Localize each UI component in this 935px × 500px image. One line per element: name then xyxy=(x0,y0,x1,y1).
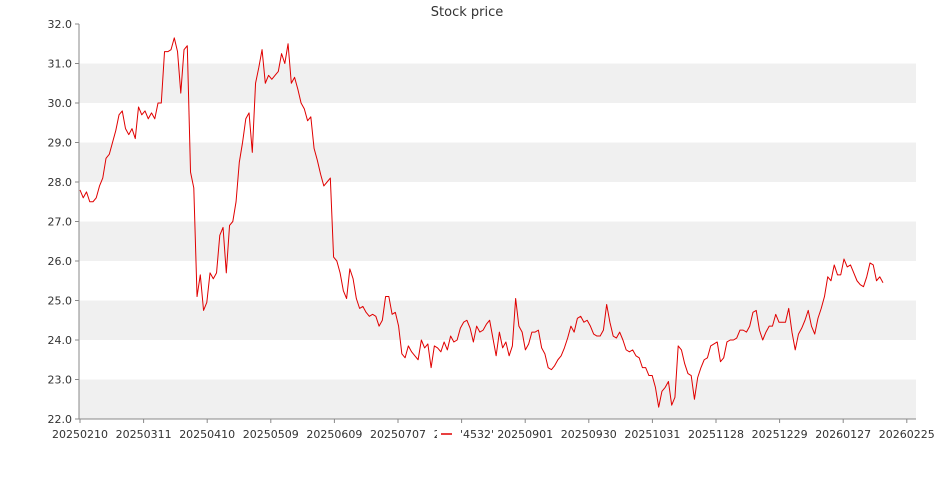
grid-band xyxy=(79,379,916,419)
y-tick-label: 25.0 xyxy=(48,295,73,308)
grid-band xyxy=(79,182,916,222)
legend-label: '4532' xyxy=(460,428,494,441)
y-tick-label: 31.0 xyxy=(48,58,73,71)
grid-band xyxy=(79,63,916,103)
x-tick-label: 20250930 xyxy=(561,428,617,441)
x-tick-label: 20250707 xyxy=(370,428,426,441)
series-line xyxy=(79,37,884,408)
y-tick-label: 23.0 xyxy=(48,374,73,387)
y-tick-label: 22.0 xyxy=(48,413,73,426)
grid-band xyxy=(79,300,916,340)
x-tick-label: 20250410 xyxy=(179,428,235,441)
grid-band xyxy=(79,221,916,261)
x-tick-label: 20250210 xyxy=(52,428,108,441)
legend-background xyxy=(437,426,499,443)
x-tick-label: 20250901 xyxy=(497,428,553,441)
x-tick-label: 20251031 xyxy=(624,428,680,441)
series-group xyxy=(79,37,884,408)
x-tick-label: 20251128 xyxy=(688,428,744,441)
y-tick-label: 27.0 xyxy=(48,216,73,229)
y-axis-ticks: 22.0 23.0 24.0 25.0 26.0 27.0 28.0 29.0 30.0 31.0… xyxy=(48,18,79,426)
y-tick-label: 28.0 xyxy=(48,176,73,189)
x-tick-label: 20250311 xyxy=(116,428,172,441)
y-tick-label: 29.0 xyxy=(48,137,73,150)
x-tick-label: 20250509 xyxy=(243,428,299,441)
y-tick-label: 26.0 xyxy=(48,255,73,268)
x-tick-label: 20260127 xyxy=(815,428,871,441)
grid-band xyxy=(79,261,916,301)
x-tick-label: 20250609 xyxy=(306,428,362,441)
y-tick-label: 32.0 xyxy=(48,18,73,31)
chart-title: Stock price xyxy=(431,5,503,20)
grid-band xyxy=(79,103,916,143)
legend: '4532' xyxy=(437,426,499,443)
grid-band xyxy=(79,24,916,64)
y-tick-label: 24.0 xyxy=(48,334,73,347)
y-tick-label: 30.0 xyxy=(48,97,73,110)
x-tick-label: 20260225 xyxy=(879,428,935,441)
grid-band xyxy=(79,142,916,182)
x-axis-ticks: 20250210 20250311 20250410 20250509 20250609… xyxy=(52,419,935,441)
grid-bands xyxy=(79,24,916,419)
x-tick-label: 20251229 xyxy=(752,428,808,441)
